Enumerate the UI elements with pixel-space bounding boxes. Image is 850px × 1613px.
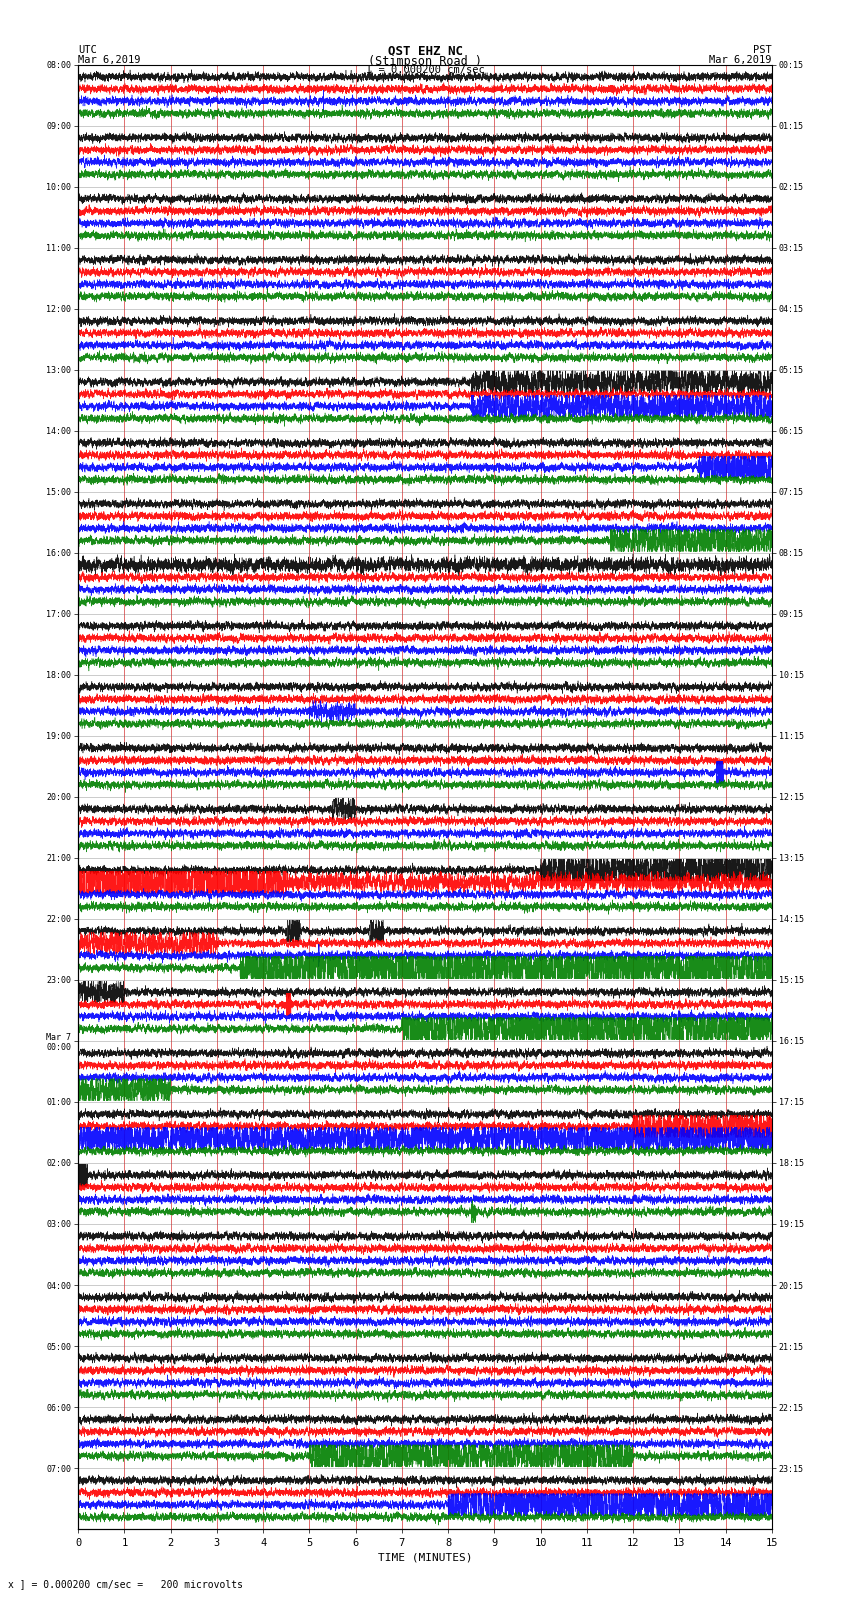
Text: UTC: UTC: [78, 45, 97, 55]
Text: Mar 6,2019: Mar 6,2019: [78, 55, 141, 65]
Text: I = 0.000200 cm/sec: I = 0.000200 cm/sec: [366, 65, 484, 74]
Text: x ] = 0.000200 cm/sec =   200 microvolts: x ] = 0.000200 cm/sec = 200 microvolts: [8, 1579, 243, 1589]
Text: (Stimpson Road ): (Stimpson Road ): [368, 55, 482, 68]
Text: Mar 6,2019: Mar 6,2019: [709, 55, 772, 65]
X-axis label: TIME (MINUTES): TIME (MINUTES): [377, 1552, 473, 1563]
Text: PST: PST: [753, 45, 772, 55]
Text: OST EHZ NC: OST EHZ NC: [388, 45, 462, 58]
